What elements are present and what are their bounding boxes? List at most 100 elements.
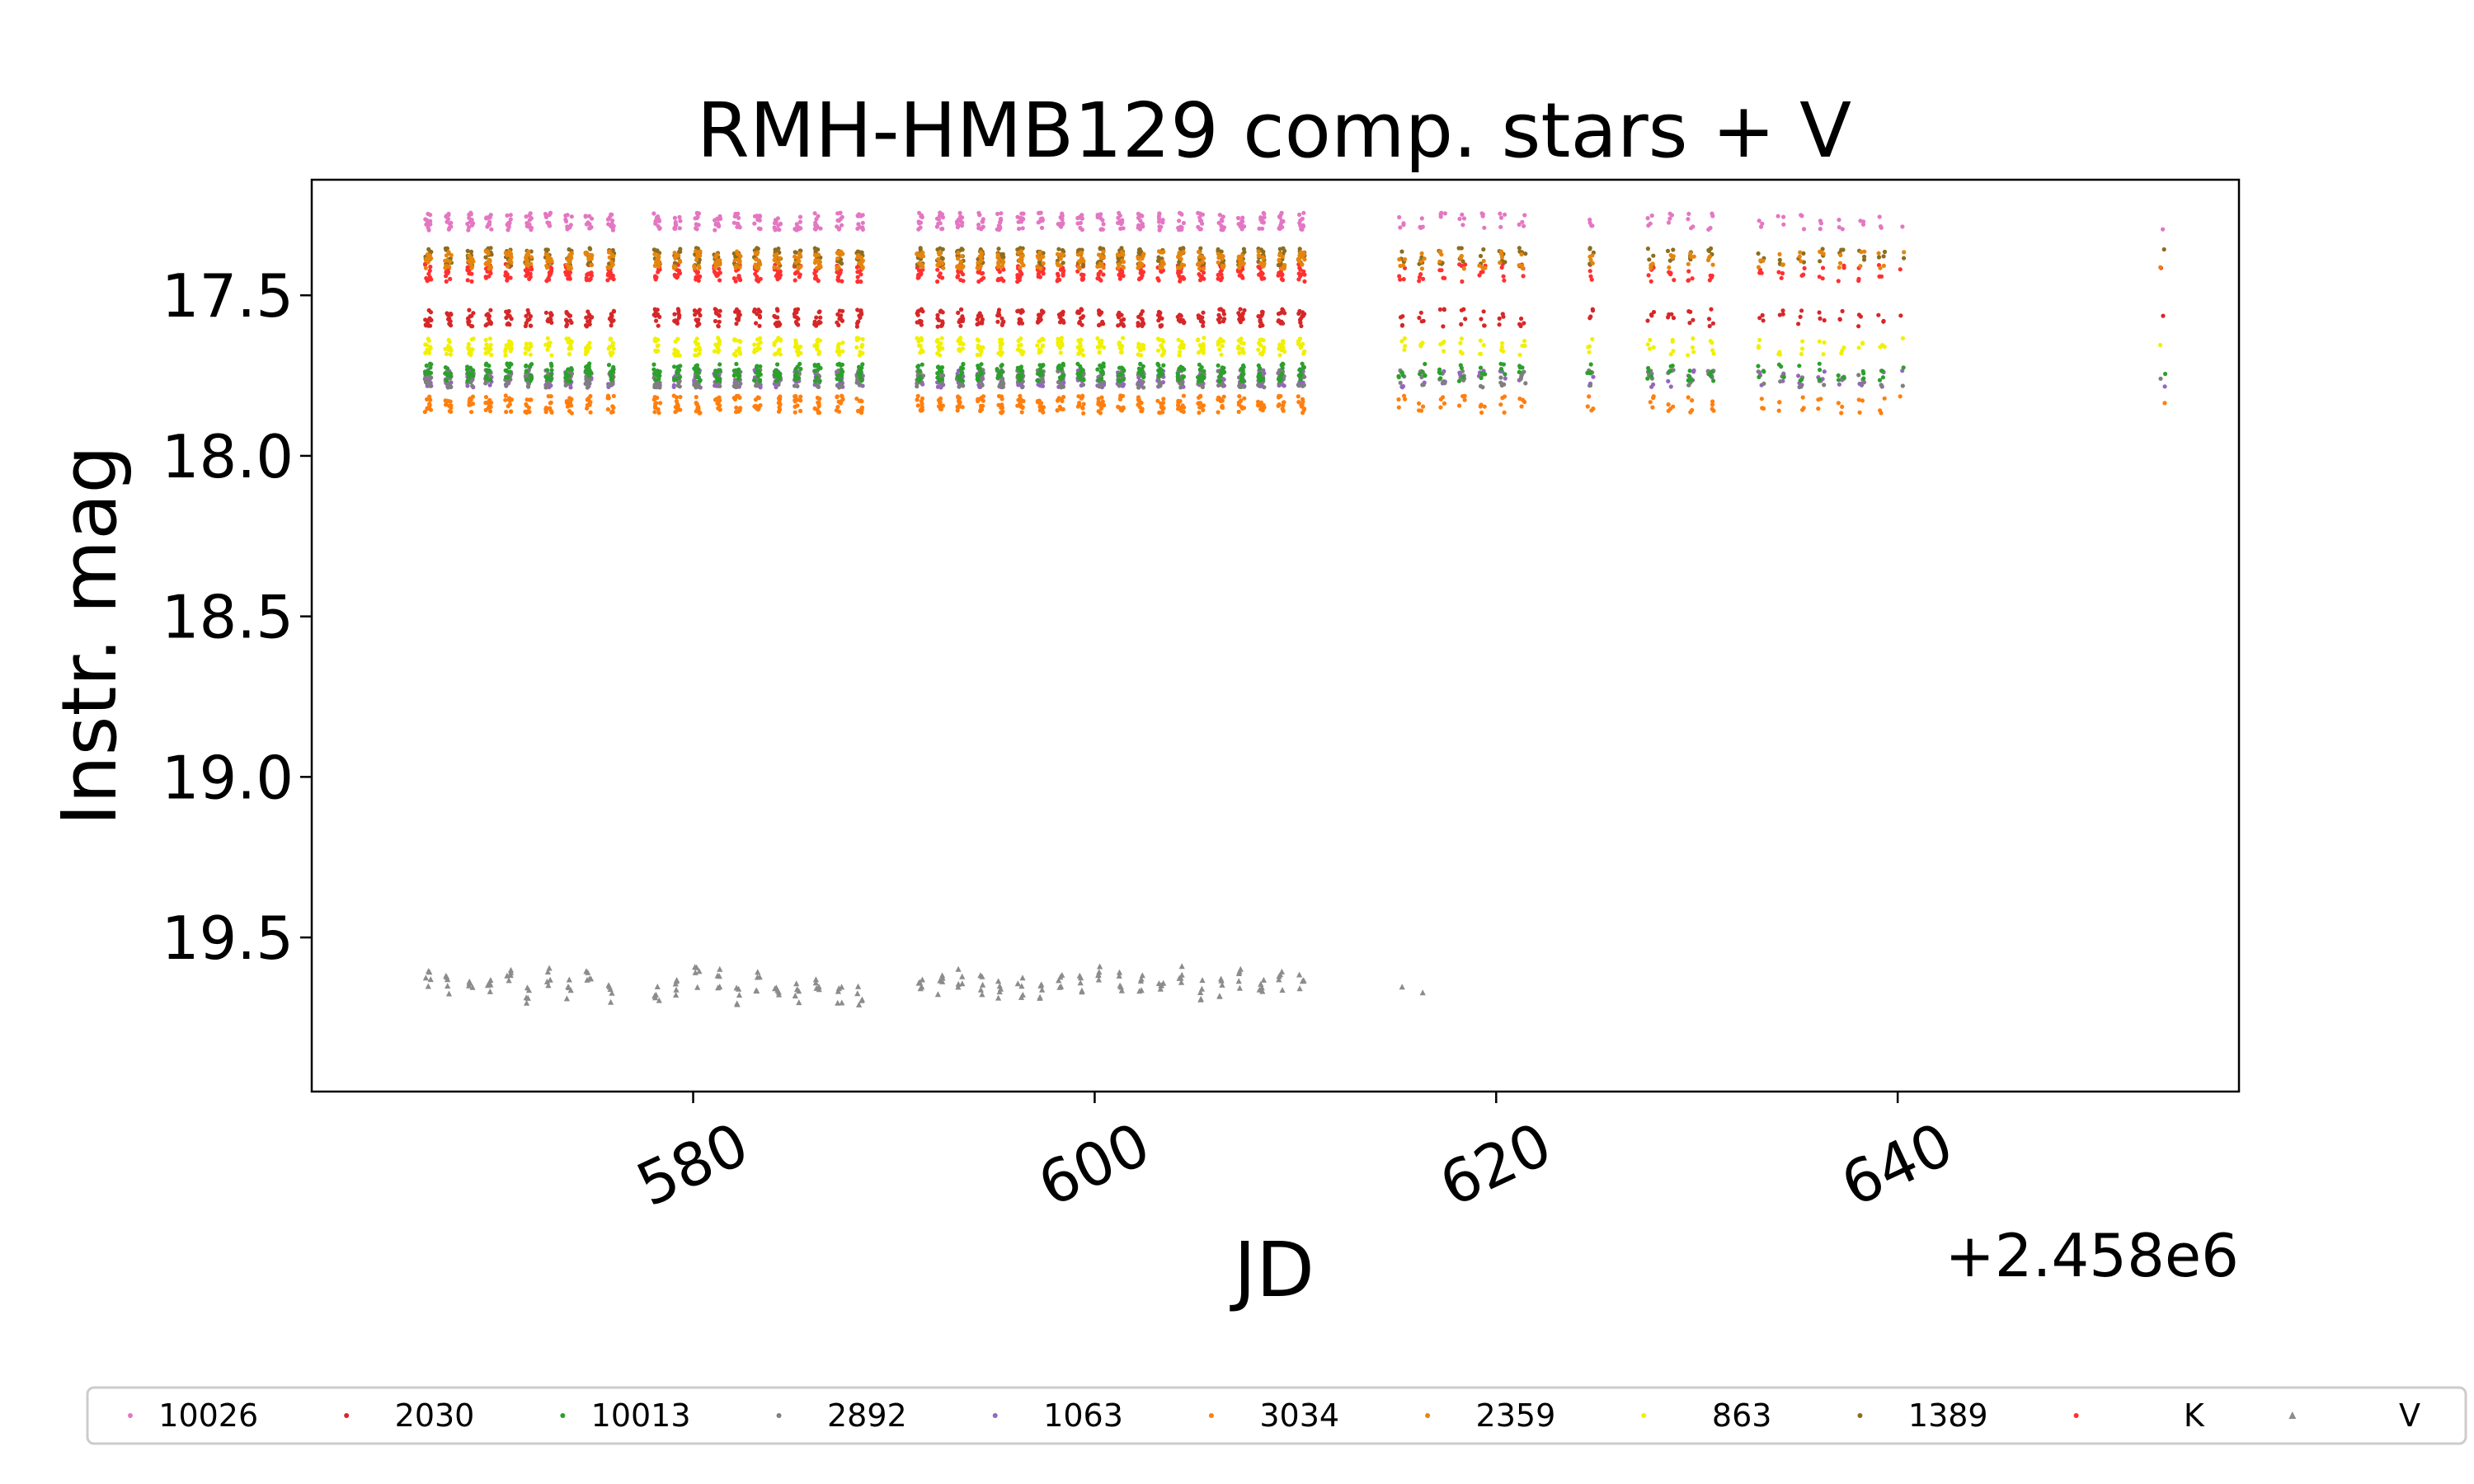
data-point — [525, 268, 530, 273]
data-point — [1019, 271, 1024, 276]
data-point — [1862, 254, 1867, 259]
data-point — [426, 251, 430, 257]
data-point — [1669, 312, 1674, 317]
data-point — [754, 383, 759, 388]
data-point — [1837, 265, 1841, 270]
data-point — [483, 362, 488, 368]
data-point — [1035, 254, 1040, 259]
data-point — [1463, 262, 1468, 267]
data-point — [1691, 336, 1696, 341]
data-point — [1060, 398, 1065, 404]
data-point — [1220, 403, 1225, 408]
data-point — [916, 252, 921, 257]
data-point — [713, 383, 717, 388]
data-point — [584, 278, 590, 283]
data-point — [609, 353, 614, 358]
data-point — [1136, 385, 1141, 390]
data-point — [796, 317, 801, 322]
data-point — [488, 342, 493, 347]
data-point — [549, 410, 554, 415]
data-point — [671, 264, 676, 269]
data-point — [754, 321, 759, 326]
data-point — [675, 370, 680, 376]
data-point — [1442, 401, 1446, 406]
data-point — [428, 407, 434, 412]
data-point — [503, 393, 508, 398]
data-point — [428, 213, 433, 218]
data-point — [654, 318, 659, 323]
data-point — [1178, 406, 1183, 411]
data-point — [657, 226, 662, 231]
data-point — [605, 278, 610, 283]
data-point — [563, 217, 568, 222]
data-point — [1419, 319, 1424, 324]
data-point — [960, 378, 965, 383]
data-point — [470, 347, 475, 352]
data-point — [655, 256, 660, 261]
data-point — [1298, 369, 1303, 373]
data-point — [1300, 341, 1305, 346]
data-point — [1077, 401, 1082, 406]
data-point — [1117, 261, 1122, 267]
data-point — [1041, 405, 1046, 410]
data-point — [1882, 249, 1888, 255]
data-point — [1218, 372, 1223, 377]
data-point — [1479, 371, 1484, 376]
data-point — [1646, 273, 1651, 278]
data-point — [465, 248, 470, 253]
data-point — [607, 215, 612, 220]
data-point — [447, 409, 452, 414]
data-point — [675, 275, 680, 280]
data-point — [1258, 406, 1263, 411]
data-point — [657, 385, 662, 390]
data-point — [428, 365, 433, 370]
data-point — [567, 396, 572, 401]
data-point — [589, 370, 594, 375]
data-point — [1037, 404, 1042, 409]
data-point — [1297, 336, 1303, 341]
data-point — [1856, 276, 1861, 281]
data-point — [918, 225, 923, 230]
data-point — [1710, 348, 1715, 353]
data-point — [1457, 403, 1462, 408]
data-point — [1672, 278, 1677, 283]
data-point — [1019, 369, 1024, 373]
data-point — [840, 349, 845, 354]
data-point — [653, 339, 658, 344]
data-point — [444, 274, 449, 279]
data-point — [1481, 247, 1486, 252]
data-point — [1018, 249, 1023, 254]
data-point — [1822, 383, 1827, 387]
data-point — [939, 227, 944, 232]
data-point — [752, 342, 757, 347]
data-point — [547, 376, 552, 381]
data-point — [839, 371, 844, 376]
data-point — [545, 336, 550, 340]
data-point — [778, 322, 783, 326]
data-point — [1281, 308, 1286, 313]
data-point — [656, 406, 661, 412]
data-point — [658, 401, 663, 406]
data-point — [429, 362, 434, 367]
data-point — [775, 308, 780, 313]
data-point — [1497, 316, 1502, 321]
data-point — [858, 225, 863, 230]
data-point — [1898, 394, 1903, 399]
data-point — [1136, 321, 1141, 326]
data-point — [1856, 345, 1861, 350]
data-point — [979, 369, 984, 374]
data-point — [1276, 377, 1282, 382]
data-point — [957, 337, 962, 342]
data-point — [1587, 350, 1592, 355]
data-point — [1079, 348, 1085, 353]
data-point — [936, 256, 941, 262]
data-point — [1668, 252, 1673, 258]
data-point — [547, 277, 552, 282]
data-point — [716, 323, 721, 328]
data-point — [1238, 307, 1243, 312]
data-point — [1000, 384, 1005, 389]
data-point — [961, 362, 966, 367]
data-point — [543, 385, 548, 390]
data-point — [444, 246, 450, 251]
data-point — [816, 279, 821, 284]
